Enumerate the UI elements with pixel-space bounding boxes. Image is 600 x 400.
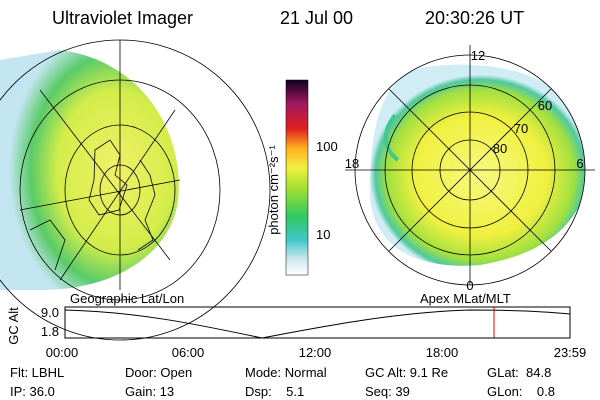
colorbar-label: photon cm⁻²s⁻¹: [266, 145, 281, 235]
polar-image: 12 18 6 0 60 70 80: [345, 45, 595, 293]
status-field: Gain: 13: [125, 384, 174, 399]
status-field: GC Alt: 9.1 Re: [365, 365, 448, 380]
mlt-label: 12: [471, 48, 485, 63]
status-field: Mode: Normal: [245, 365, 327, 380]
time: 20:30:26 UT: [425, 8, 524, 28]
colorbar-tick: 10: [316, 227, 330, 242]
date: 21 Jul 00: [280, 8, 353, 28]
mlt-label: 0: [466, 278, 473, 293]
mlat-label: 70: [514, 121, 528, 136]
plot-label: Geographic Lat/Lon: [70, 291, 184, 306]
status-field: Flt: LBHL: [10, 365, 64, 380]
title: Ultraviolet Imager: [52, 8, 193, 28]
x-tick-label: 12:00: [299, 345, 332, 360]
mlat-label: 60: [538, 98, 552, 113]
y-tick-label: 1.8: [41, 324, 59, 339]
x-tick-label: 18:00: [426, 345, 459, 360]
geographic-image: [0, 39, 271, 341]
status-field: Seq: 39: [365, 384, 410, 399]
status-field: GLat: 84.8: [487, 365, 551, 380]
status-field: GLon: 0.8: [487, 384, 555, 399]
status-field: Door: Open: [125, 365, 192, 380]
altitude-plot: Geographic Lat/Lon Apex MLat/MLT GC Alt …: [6, 291, 586, 360]
colorbar-tick: 100: [316, 139, 338, 154]
header: Ultraviolet Imager 21 Jul 00 20:30:26 UT: [52, 8, 524, 28]
mlt-label: 6: [576, 156, 583, 171]
status-field: IP: 36.0: [10, 384, 55, 399]
footer: Flt: LBHL Door: Open Mode: Normal GC Alt: 9…: [10, 365, 555, 399]
x-tick-label: 23:59: [554, 345, 587, 360]
colorbar: photon cm⁻²s⁻¹ 100 10: [266, 79, 338, 276]
mlt-label: 18: [345, 156, 359, 171]
plot-label: Apex MLat/MLT: [420, 291, 511, 306]
y-tick-label: 9.0: [41, 305, 59, 320]
x-tick-label: 00:00: [46, 345, 79, 360]
x-tick-label: 06:00: [172, 345, 205, 360]
y-axis-label: GC Alt: [6, 307, 21, 345]
mlat-label: 80: [493, 141, 507, 156]
status-field: Dsp: 5.1: [245, 384, 304, 399]
